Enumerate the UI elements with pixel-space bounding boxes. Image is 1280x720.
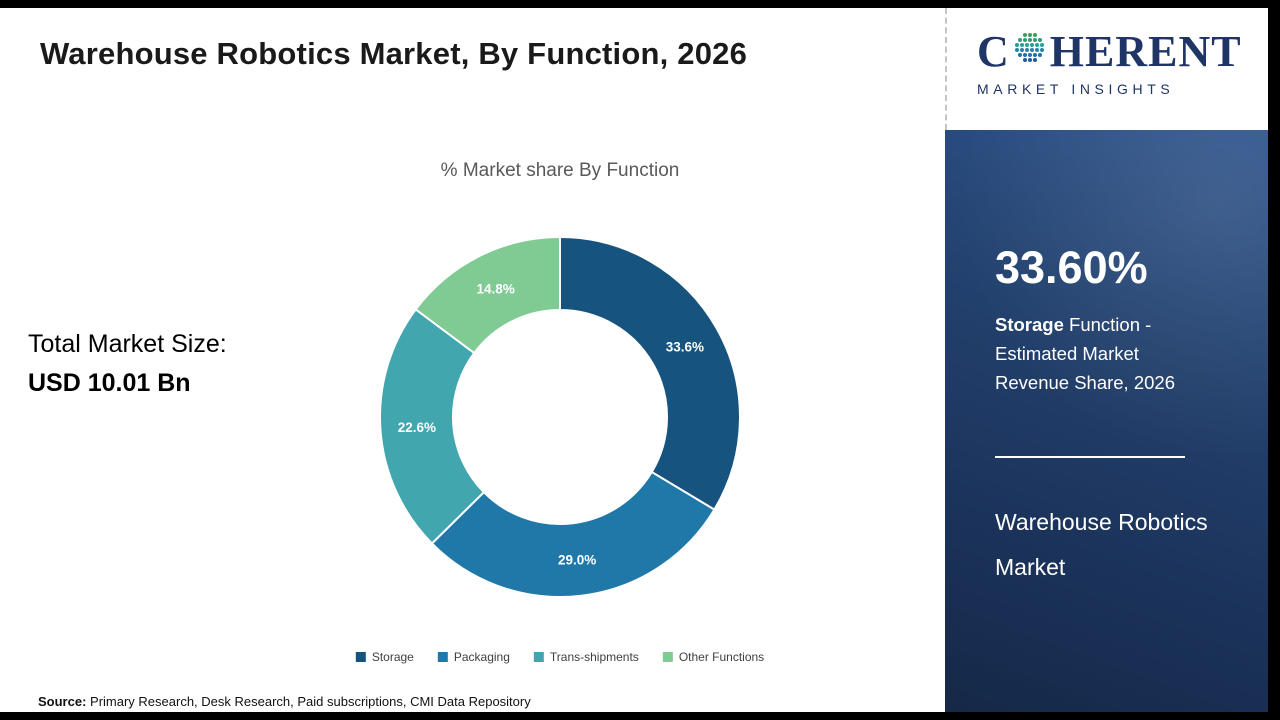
highlight-side-panel: 33.60% Storage Function - Estimated Mark… — [945, 130, 1268, 712]
coherent-globe-icon — [1012, 30, 1048, 74]
side-panel-title: Warehouse Robotics Market — [995, 509, 1208, 580]
legend-swatch — [355, 652, 366, 662]
source-label: Source: — [38, 694, 87, 709]
logo-letters-rest: HERENT — [1049, 27, 1242, 76]
legend-item-packaging: Packaging — [437, 650, 510, 664]
total-market-size-label: Total Market Size: — [28, 330, 227, 358]
donut-slice-storage — [559, 235, 741, 511]
logo-box: C HERENT MARKET INSIGHTS — [945, 8, 1268, 130]
top-border — [0, 0, 1280, 8]
donut-data-label: 33.6% — [666, 339, 704, 354]
legend-label: Storage — [371, 650, 414, 664]
side-panel-divider — [995, 456, 1185, 458]
legend-label: Packaging — [453, 650, 510, 664]
donut-slice-other-functions — [414, 235, 561, 355]
bottom-border — [0, 712, 1280, 720]
highlight-stat-description: Storage Function - Estimated Market Reve… — [995, 310, 1210, 398]
source-text: Primary Research, Desk Research, Paid su… — [86, 694, 531, 709]
donut-data-label: 14.8% — [477, 282, 515, 297]
chart-legend: Storage Packaging Trans-shipments Other Fun… — [355, 650, 765, 664]
legend-label: Trans-shipments — [549, 650, 639, 664]
legend-swatch — [533, 652, 544, 662]
chart-title: % Market share By Function — [440, 160, 680, 181]
right-border — [1267, 0, 1280, 720]
highlight-stat-description-rest: Function - Estimated Market Revenue Shar… — [995, 314, 1175, 394]
legend-item-trans-shipments: Trans-shipments — [533, 650, 639, 664]
donut-slice-packaging — [430, 470, 716, 598]
legend-item-storage: Storage — [355, 650, 414, 664]
total-market-size-block: Total Market Size: USD 10.01 Bn — [28, 330, 227, 398]
total-market-size-value: USD 10.01 Bn — [28, 369, 191, 397]
source-line: Source: Primary Research, Desk Research,… — [38, 694, 531, 709]
legend-label: Other Functions — [678, 650, 765, 664]
highlight-stat-description-bold: Storage — [995, 314, 1064, 335]
page-title: Warehouse Robotics Market, By Function, … — [40, 36, 748, 71]
highlight-stat-value: 33.60% — [995, 242, 1148, 293]
logo-subtitle: MARKET INSIGHTS — [977, 81, 1175, 97]
logo-letter-c: C — [977, 27, 1010, 76]
legend-item-other-functions: Other Functions — [662, 650, 765, 664]
donut-chart: 33.6% 29.0% 22.6% 14.8% — [379, 235, 741, 598]
legend-swatch — [437, 652, 448, 662]
legend-swatch — [662, 652, 673, 662]
donut-data-label: 29.0% — [558, 552, 596, 567]
coherent-logo: C HERENT — [977, 30, 1268, 74]
donut-data-label: 22.6% — [398, 420, 436, 435]
donut-slice-trans-shipments — [379, 307, 486, 545]
